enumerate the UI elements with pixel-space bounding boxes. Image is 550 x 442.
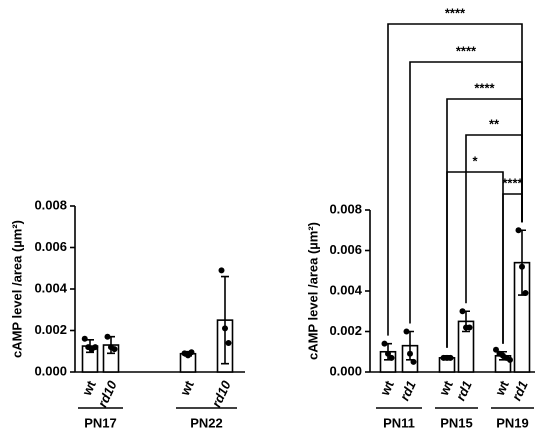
significance-bracket bbox=[465, 134, 523, 304]
data-point bbox=[410, 358, 417, 365]
data-point bbox=[403, 328, 410, 335]
data-point bbox=[218, 267, 225, 274]
significance-label: ** bbox=[489, 116, 500, 131]
y-tick-label: 0.000 bbox=[34, 363, 67, 378]
y-tick-label: 0.002 bbox=[34, 322, 67, 337]
data-point bbox=[92, 344, 99, 351]
data-point bbox=[519, 263, 525, 270]
data-point bbox=[381, 340, 388, 347]
data-point bbox=[188, 349, 195, 356]
y-tick-label: 0.006 bbox=[329, 242, 362, 257]
data-point bbox=[104, 333, 111, 340]
data-point bbox=[388, 354, 395, 361]
data-point bbox=[522, 290, 529, 297]
data-point bbox=[222, 325, 228, 332]
significance-bracket bbox=[446, 171, 504, 348]
significance-bracket bbox=[502, 193, 523, 344]
x-tick-label: rd10 bbox=[95, 378, 121, 410]
data-point bbox=[466, 324, 473, 331]
group-label: PN17 bbox=[84, 415, 117, 430]
y-tick-label: 0.006 bbox=[34, 239, 67, 254]
x-tick-label: wt bbox=[436, 378, 456, 399]
error-bar bbox=[221, 275, 229, 365]
data-point bbox=[493, 346, 499, 353]
y-tick-label: 0.008 bbox=[34, 197, 67, 212]
significance-label: **** bbox=[445, 5, 466, 20]
group-label: PN15 bbox=[440, 415, 473, 430]
significance-label: **** bbox=[474, 80, 495, 95]
y-tick-label: 0.008 bbox=[329, 201, 362, 216]
x-tick-label: rd1 bbox=[509, 378, 531, 403]
data-point bbox=[447, 354, 454, 361]
data-point bbox=[225, 339, 232, 346]
data-point bbox=[459, 308, 466, 315]
x-tick-label: wt bbox=[377, 378, 397, 399]
significance-label: **** bbox=[456, 43, 477, 58]
x-tick-label: wt bbox=[177, 378, 197, 399]
x-tick-label: wt bbox=[79, 378, 99, 399]
significance-label: **** bbox=[502, 175, 523, 190]
x-tick-label: rd1 bbox=[453, 378, 475, 403]
y-tick-label: 0.000 bbox=[329, 363, 362, 378]
significance-label: * bbox=[472, 153, 478, 168]
y-axis-title: cAMP level /area (µm²) bbox=[305, 222, 320, 360]
y-tick-label: 0.004 bbox=[34, 280, 67, 295]
y-axis-title: cAMP level /area (µm²) bbox=[9, 220, 24, 358]
group-label: PN22 bbox=[190, 415, 223, 430]
significance-bracket bbox=[446, 98, 523, 348]
group-label: PN11 bbox=[383, 415, 415, 430]
data-point bbox=[81, 335, 88, 342]
group-label: PN19 bbox=[496, 415, 529, 430]
y-tick-label: 0.004 bbox=[329, 282, 362, 297]
x-tick-label: rd1 bbox=[397, 378, 419, 403]
data-point bbox=[385, 350, 391, 357]
data-point bbox=[407, 350, 413, 357]
data-point bbox=[507, 356, 513, 363]
x-tick-label: rd10 bbox=[209, 378, 235, 410]
data-point bbox=[515, 227, 522, 234]
data-point bbox=[111, 346, 118, 353]
x-tick-label: wt bbox=[492, 378, 512, 399]
y-tick-label: 0.002 bbox=[329, 323, 362, 338]
